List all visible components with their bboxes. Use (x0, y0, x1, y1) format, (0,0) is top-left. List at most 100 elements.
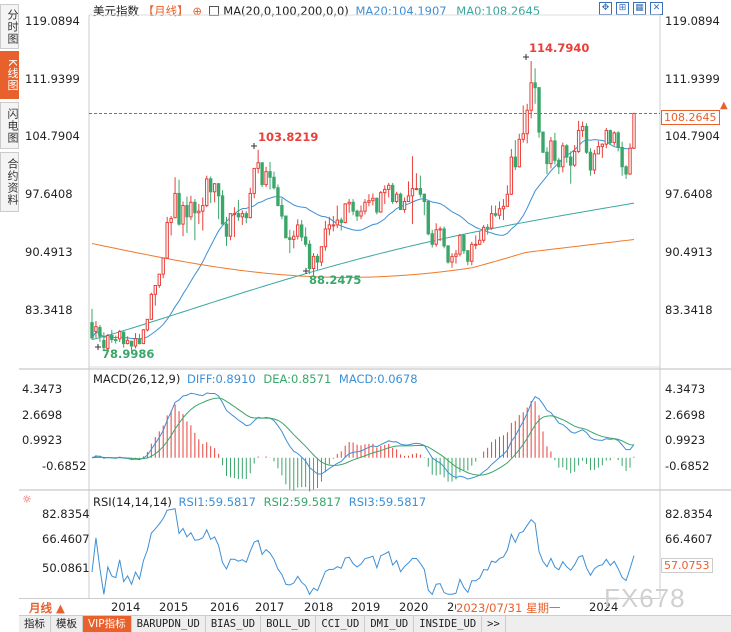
candle-body (260, 162, 264, 186)
rsi-tick-left: 82.8354 (42, 507, 90, 521)
candle-body (537, 87, 541, 133)
current-price-tag: 108.2645 (661, 110, 720, 125)
candle-body (418, 188, 423, 195)
candle-body (276, 187, 280, 207)
candle-body (197, 210, 201, 214)
candle-body (442, 228, 446, 247)
price-tick-left: 104.7904 (25, 129, 80, 143)
indicator-tab-boll_ud[interactable]: BOLL_UD (261, 616, 317, 632)
macd-diff: DIFF:0.8910 (187, 372, 256, 386)
candle-body (331, 224, 336, 227)
candle-body (181, 205, 185, 225)
candle-body (208, 178, 213, 193)
candle-body (216, 183, 221, 197)
candle-body (580, 125, 585, 131)
candle-body (165, 221, 169, 259)
indicator-tab-bar: 指标 模板 VIP指标 BARUPDN_UD BIAS_UD BOLL_UD CCI_UD D… (19, 615, 731, 632)
annotation-mid-low: 88.2475 (309, 273, 361, 287)
candle-body (272, 176, 276, 189)
candle-body (466, 250, 470, 262)
candle-body (390, 184, 395, 202)
indicator-tab-模板[interactable]: 模板 (51, 616, 83, 632)
period-label[interactable]: 月线 ▲ (29, 601, 65, 615)
candle-body (323, 228, 328, 248)
candle-body (359, 210, 363, 217)
indicator-tab-inside_ud[interactable]: INSIDE_UD (414, 616, 483, 632)
price-tick-left: 90.4913 (25, 245, 73, 259)
price-tick-right: 104.7904 (665, 129, 720, 143)
rsi2-value: RSI2:59.5817 (263, 495, 342, 509)
candle-body (541, 131, 545, 153)
candle-body (311, 255, 316, 270)
candle-body (474, 243, 478, 246)
price-tick-right: 97.6408 (665, 187, 713, 201)
candle-body (462, 234, 466, 252)
rsi1-value: RSI1:59.5817 (178, 495, 256, 509)
indicator-tab-bias_ud[interactable]: BIAS_UD (206, 616, 262, 632)
side-tab-2[interactable]: 闪电图 (0, 102, 19, 149)
candle-body (497, 208, 502, 216)
candle-body (525, 109, 529, 135)
candle-body (228, 213, 233, 237)
indicator-tab-dmi_ud[interactable]: DMI_UD (365, 616, 415, 632)
candle-body (505, 193, 510, 207)
macd-label[interactable]: MACD(26,12,9) (93, 372, 181, 386)
candle-body (232, 213, 237, 216)
watermark-logo: FX678 (604, 583, 686, 613)
candle-body (153, 284, 157, 295)
annotation-mid-high: 103.8219 (258, 130, 318, 144)
candle-body (189, 201, 193, 218)
candle-body (394, 193, 399, 202)
candle-body (224, 223, 229, 237)
candle-body (454, 253, 458, 257)
candle-body (387, 184, 391, 190)
macd-tick-right: 4.3473 (665, 382, 706, 396)
side-tab-1[interactable]: K线图 (0, 51, 19, 99)
macd-tick-left: 0.9923 (22, 433, 63, 447)
settings-icon[interactable]: ⊕ (192, 4, 202, 18)
candle-body (410, 188, 415, 197)
rsi-current-tag: 57.0753 (661, 558, 713, 573)
indicator-tab-指标[interactable]: 指标 (19, 616, 51, 632)
indicator-tab-cci_ud[interactable]: CCI_UD (316, 616, 366, 632)
candle-body (343, 203, 347, 223)
side-tab-3[interactable]: 合约资料 (0, 152, 19, 212)
side-tab-0[interactable]: 分时图 (0, 4, 19, 49)
candle-body (299, 224, 304, 238)
candle-body (561, 145, 565, 168)
year-tick: 2016 (210, 600, 240, 614)
candle-body (572, 150, 577, 166)
candle-body (430, 233, 434, 245)
candle-body (588, 151, 593, 171)
candle-body (114, 339, 118, 342)
candle-body (553, 140, 557, 161)
candle-body (545, 151, 549, 165)
time-axis[interactable]: 月线 ▲ 20142015201620172018201920202022202… (19, 598, 660, 616)
candle-body (315, 255, 320, 263)
candle-body (485, 226, 490, 229)
candle-body (256, 162, 260, 169)
candle-body (481, 226, 486, 241)
price-tick-left: 111.9399 (25, 72, 80, 86)
rsi-label[interactable]: RSI(14,14,14) (93, 495, 172, 509)
indicator-tab-vip指标[interactable]: VIP指标 (83, 616, 132, 632)
candle-body (319, 246, 324, 263)
indicator-tab-barupdn_ud[interactable]: BARUPDN_UD (132, 616, 206, 632)
candle-body (292, 235, 296, 240)
year-tick: 2014 (111, 600, 141, 614)
candle-body (596, 146, 601, 155)
macd-tick-left: -0.6852 (42, 459, 87, 473)
year-tick: 2024 (589, 600, 619, 614)
candle-body (280, 205, 284, 217)
candle-body (355, 210, 359, 217)
candle-body (157, 273, 161, 286)
rsi-settings-icon[interactable]: ☼ (22, 493, 32, 506)
candle-body (121, 331, 126, 345)
candle-body (102, 339, 106, 349)
candle-body (288, 237, 292, 240)
candle-body (185, 205, 189, 218)
macd-diff-line (91, 392, 635, 480)
indicator-tab->>[interactable]: >> (482, 616, 506, 632)
macd-dea-line (91, 397, 635, 476)
